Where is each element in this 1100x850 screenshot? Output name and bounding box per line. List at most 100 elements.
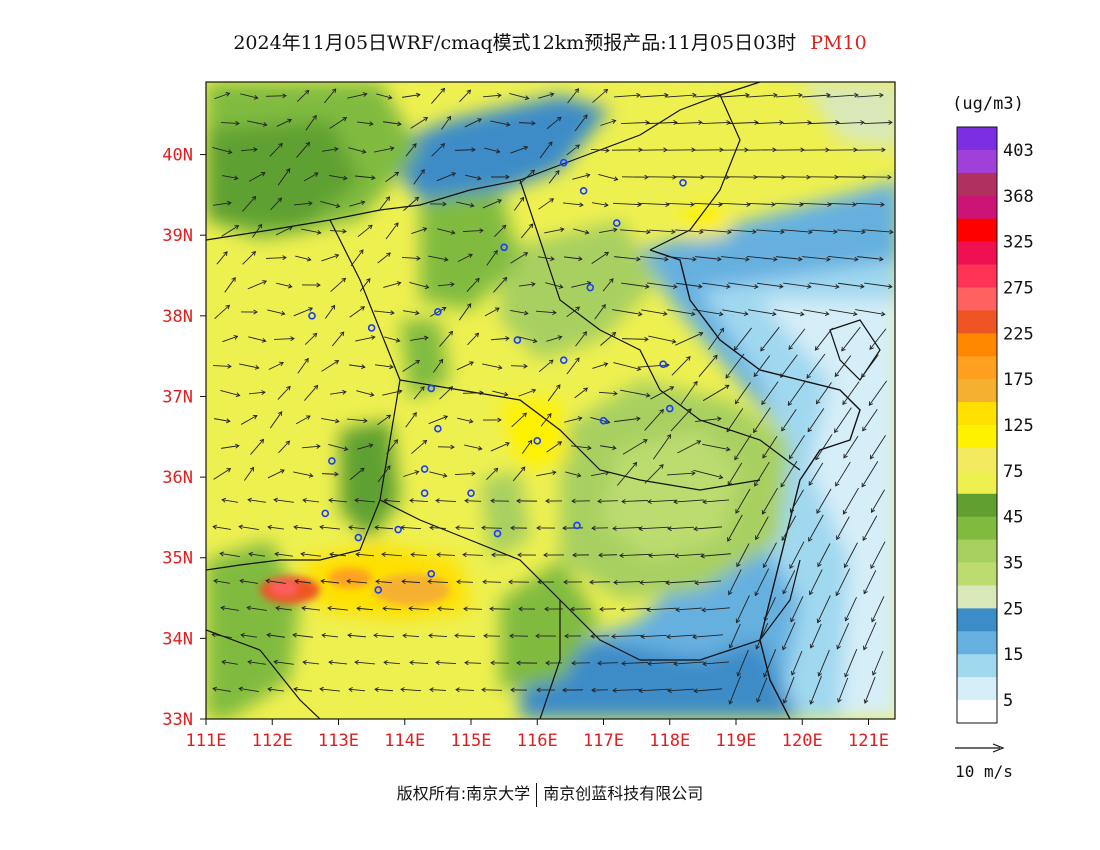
wind-arrow (598, 390, 618, 396)
wind-arrow (490, 174, 510, 180)
wind-arrow (566, 306, 581, 318)
wind-arrow (789, 489, 804, 513)
wind-arrow (811, 229, 838, 235)
wind-arrow (413, 168, 425, 185)
wind-arrow (293, 686, 312, 692)
footer-separator (536, 782, 538, 807)
wind-arrow (570, 606, 592, 612)
wind-arrow (511, 412, 527, 428)
wind-arrow (597, 660, 619, 666)
wind-arrow (844, 597, 857, 622)
wind-arrow (455, 525, 475, 531)
wind-arrow (611, 634, 643, 639)
wind-arrow (621, 660, 649, 666)
wind-arrow (411, 227, 428, 235)
wind-arrow (591, 525, 609, 531)
city-marker (374, 586, 383, 594)
wind-arrow (546, 335, 563, 342)
wind-arrow (598, 552, 618, 558)
wind-arrow (802, 256, 831, 262)
wind-arrow (543, 552, 565, 558)
wind-arrow (842, 381, 860, 406)
wind-arrow (591, 251, 610, 264)
lat-tick-label: 33N (162, 710, 193, 730)
wind-arrow (782, 229, 813, 235)
wind-arrow (382, 389, 403, 396)
wind-arrow (842, 487, 859, 515)
wind-arrow (736, 543, 750, 568)
wind-arrow (382, 606, 402, 611)
wind-arrow (612, 202, 642, 207)
wind-arrow (803, 309, 830, 317)
city-marker (513, 336, 522, 344)
wind-arrow (301, 228, 322, 235)
wind-arrow (518, 388, 537, 397)
wind-arrow (490, 336, 510, 341)
wind-arrow (509, 633, 529, 639)
wind-arrow (268, 361, 284, 370)
wind-arrow (454, 147, 476, 153)
wind-arrow (536, 687, 556, 693)
city-marker (434, 424, 442, 433)
wind-arrow (519, 281, 536, 287)
wind-arrow (266, 632, 285, 638)
colorbar-label: 75 (1003, 462, 1023, 482)
wind-arrow (301, 444, 321, 449)
colorbar-swatch (957, 425, 997, 449)
wind-arrow (538, 198, 555, 210)
wind-arrow (385, 222, 399, 240)
wind-arrow (400, 687, 422, 692)
colorbar-label: 15 (1003, 645, 1023, 665)
wind-arrow (680, 380, 698, 405)
wind-arrow (221, 497, 238, 503)
wind-arrow (736, 649, 749, 677)
wind-arrow (355, 552, 375, 557)
wind-arrow (638, 688, 670, 694)
wind-arrow (516, 660, 538, 666)
wind-arrow (510, 145, 529, 154)
wind-arrow (620, 120, 650, 125)
wind-arrow (275, 605, 292, 611)
wind-arrow (836, 623, 850, 650)
wind-arrow (381, 552, 403, 557)
wind-arrow (240, 147, 258, 153)
wind-arrow (244, 466, 255, 481)
wind-arrow (809, 675, 822, 705)
wind-arrow (563, 202, 584, 208)
wind-arrow (410, 552, 428, 558)
wind-arrow (695, 256, 722, 262)
lon-tick-label: 120E (782, 731, 823, 751)
wind-arrow (864, 282, 893, 289)
city-marker (467, 489, 475, 498)
colorbar-swatch (957, 700, 997, 724)
wind-arrow (484, 307, 500, 317)
wind-arrow (401, 255, 421, 261)
wind-arrow (572, 173, 591, 180)
wind-arrow (349, 306, 366, 318)
wind-arrow (212, 147, 233, 155)
wind-arrow (539, 141, 553, 159)
wind-arrow (815, 382, 832, 405)
wind-arrow (428, 255, 449, 262)
wind-arrow (410, 335, 429, 341)
lon-tick-label: 111E (186, 731, 227, 751)
wind-arrow (277, 168, 291, 186)
wind-arrow (329, 228, 347, 234)
lon-tick-label: 118E (649, 731, 690, 751)
city-marker (665, 404, 674, 413)
wind-arrow (323, 88, 337, 104)
wind-arrow (482, 93, 502, 98)
wind-arrow (781, 515, 797, 542)
wind-arrow (562, 687, 584, 693)
wind-arrow (212, 686, 231, 692)
wind-arrow (863, 570, 877, 595)
wind-arrow (433, 358, 444, 373)
wind-arrow (319, 686, 340, 692)
wind-arrow (221, 443, 240, 449)
wind-arrow (756, 120, 784, 126)
wind-arrow (221, 225, 240, 237)
wind-arrow (211, 632, 232, 639)
wind-arrow (294, 578, 311, 584)
wind-arrow (667, 688, 695, 694)
